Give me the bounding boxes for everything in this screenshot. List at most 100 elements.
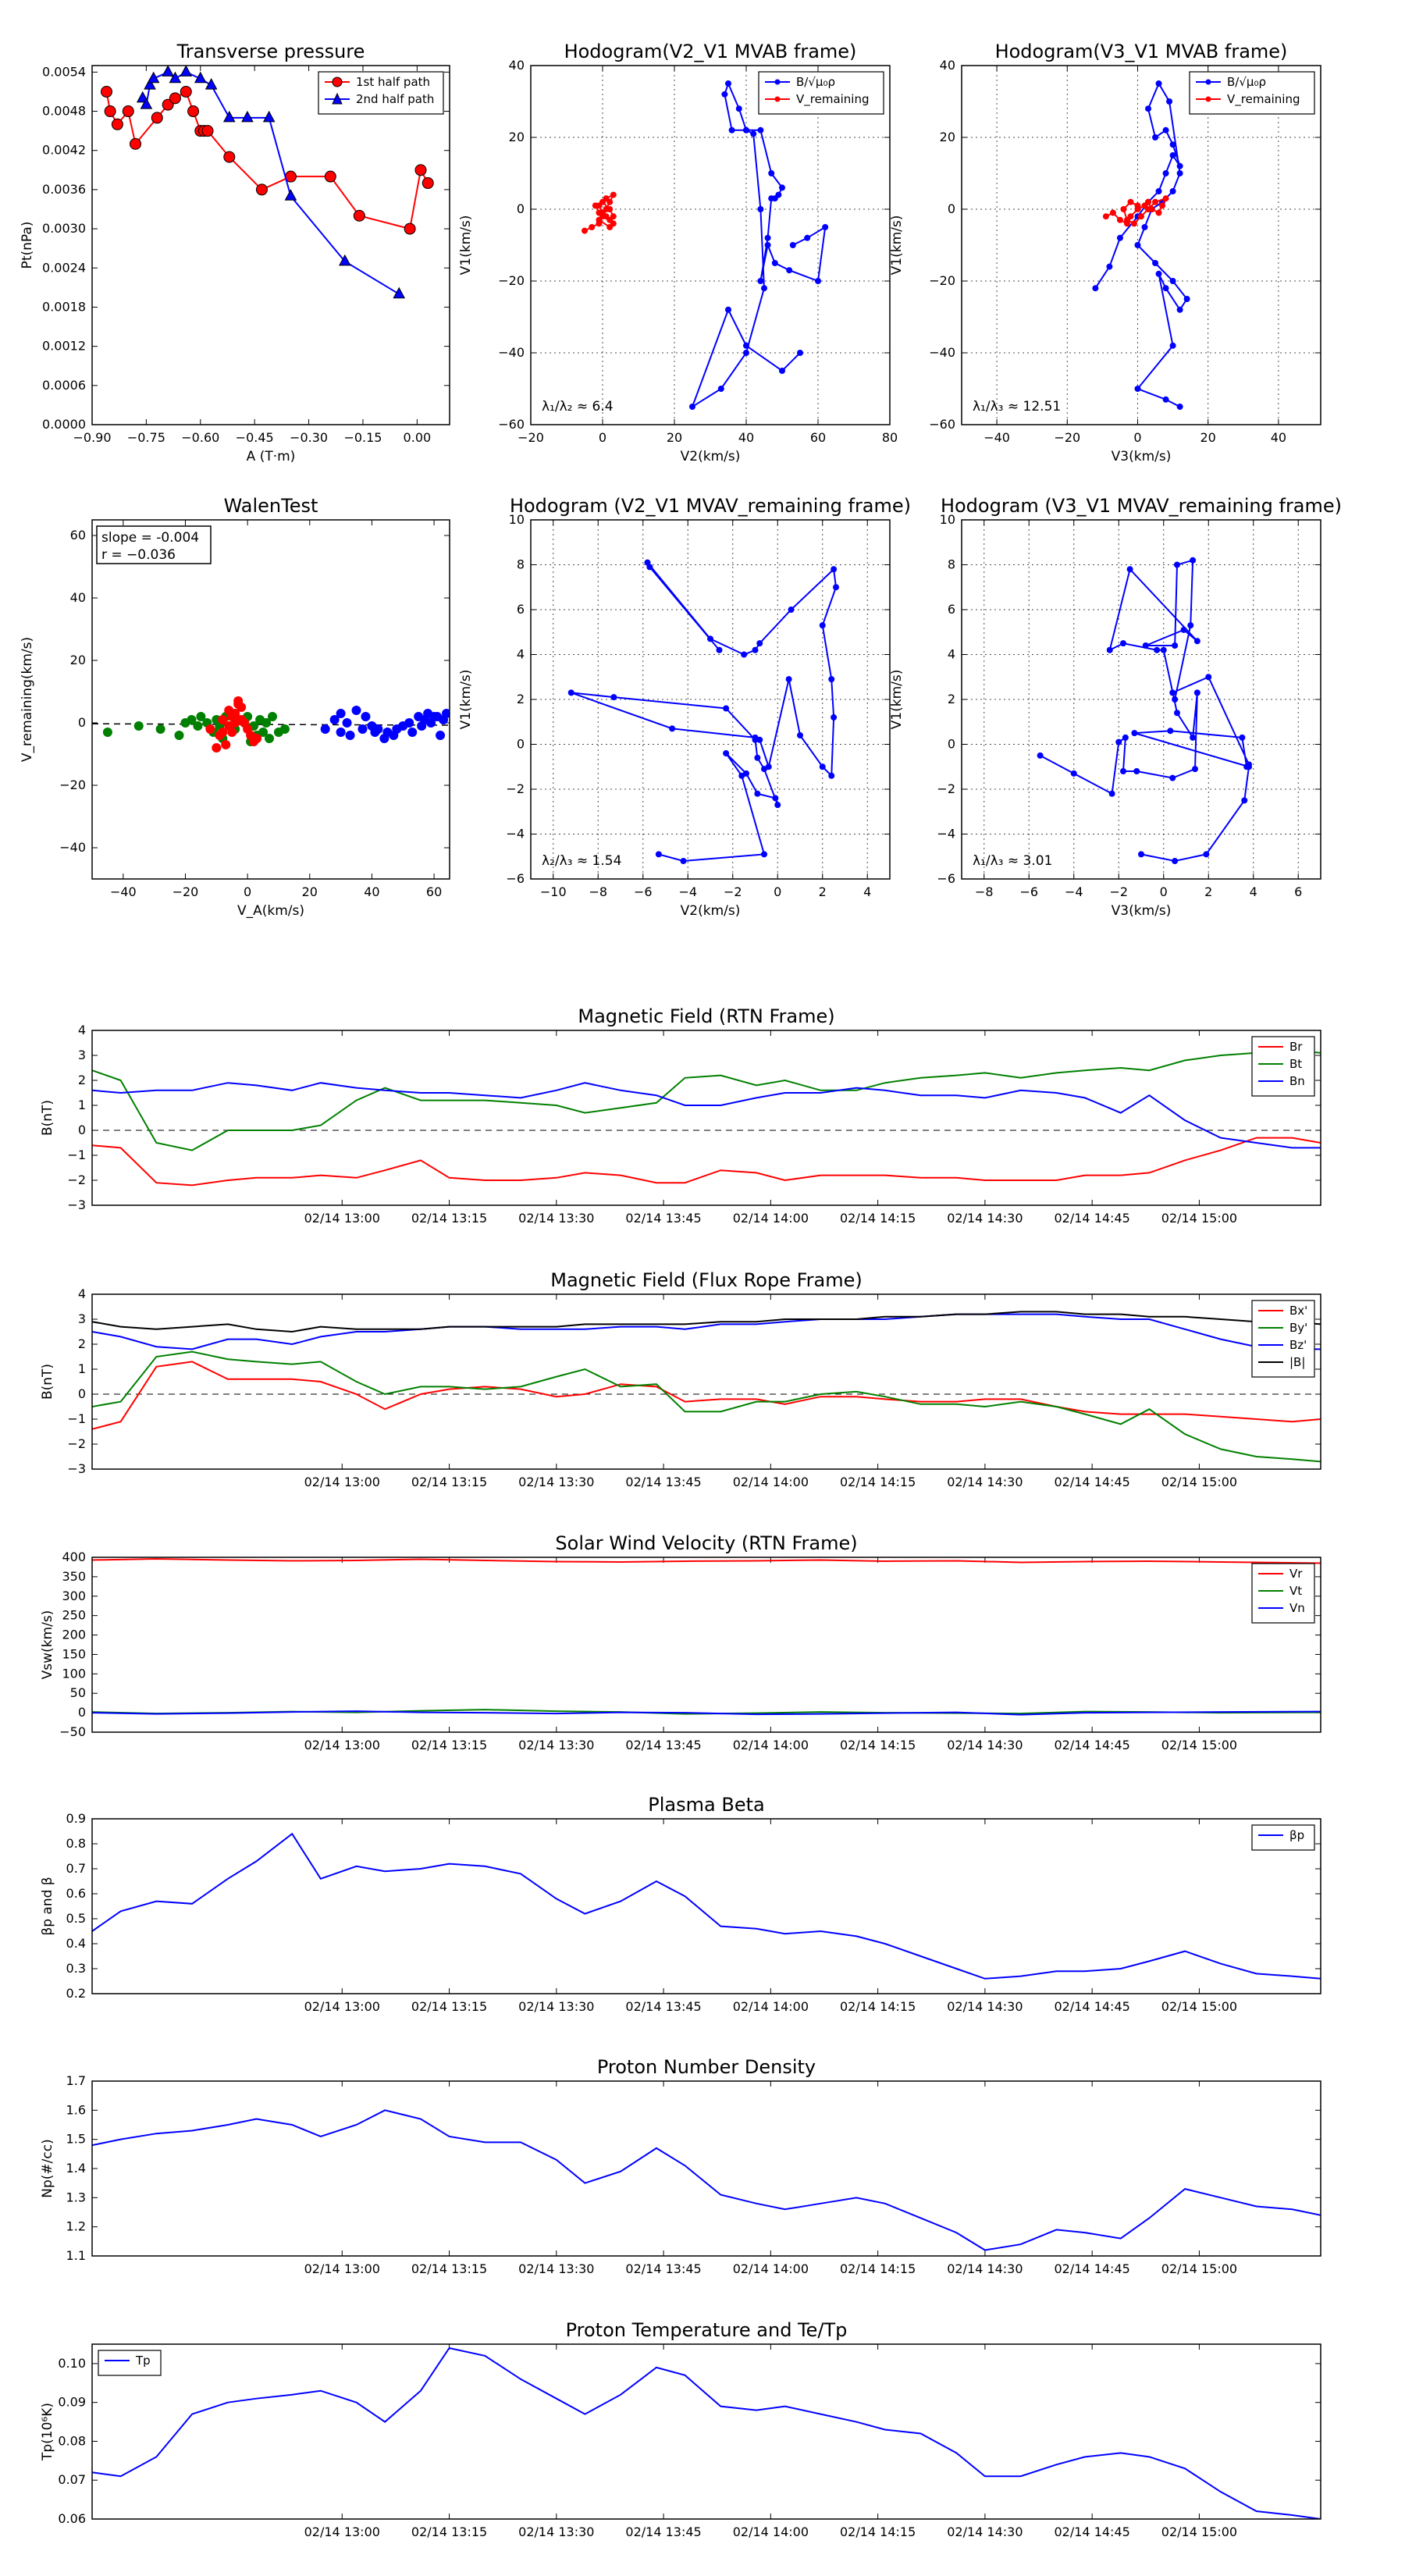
x-tick-label: 02/14 14:00: [733, 1738, 809, 1752]
data-point: [603, 213, 610, 220]
data-point: [589, 224, 596, 230]
data-point: [1187, 622, 1194, 629]
legend-label: |B|: [1289, 1355, 1305, 1369]
data-point: [772, 795, 779, 802]
data-point: [205, 78, 218, 90]
series-group: [101, 66, 434, 299]
x-tick-label: 02/14 15:00: [1161, 2524, 1237, 2539]
legend: Br Bt Bn: [1251, 1036, 1315, 1097]
data-point: [1176, 162, 1183, 169]
legend-label: V_remaining: [1227, 92, 1300, 107]
x-tick-label: 02/14 14:45: [1055, 1738, 1130, 1752]
data-point: [1109, 209, 1116, 216]
y-tick-label: 20: [940, 130, 955, 144]
x-tick-label: 02/14 14:45: [1055, 1211, 1130, 1226]
data-point: [1155, 209, 1162, 216]
x-tick-label: −20: [1054, 430, 1080, 445]
legend-box: [758, 71, 884, 115]
data-point: [255, 183, 268, 196]
data-point: [779, 368, 785, 374]
series-group: [1037, 557, 1252, 864]
data-point: [828, 772, 835, 779]
data-point: [1145, 105, 1152, 112]
data-point: [223, 151, 236, 163]
data-point: [201, 125, 214, 137]
y-tick-label: −60: [929, 417, 955, 432]
y-tick-label: 300: [62, 1589, 86, 1603]
x-tick-label: −20: [173, 884, 199, 899]
data-point: [233, 696, 244, 706]
x-tick-label: 0: [244, 884, 251, 899]
data-point: [1123, 216, 1130, 223]
data-point: [1120, 640, 1126, 647]
data-point: [1134, 202, 1141, 209]
series-group: [92, 1311, 1321, 1463]
data-point: [1167, 728, 1174, 735]
y-tick-label: 40: [70, 590, 86, 605]
data-point: [212, 743, 222, 753]
x-axis-label: V2(km/s): [681, 449, 741, 464]
y-tick-label: 0.0000: [42, 417, 86, 432]
plot-frame: [91, 1030, 1321, 1206]
y-tick-label: 0.10: [58, 2356, 86, 2371]
chart-title: Hodogram(V3_V1 MVAB frame): [995, 41, 1288, 62]
y-tick-label: −6: [937, 871, 955, 886]
data-point: [1239, 734, 1246, 741]
x-tick-label: −10: [540, 884, 567, 899]
x-tick-label: 02/14 13:30: [518, 1475, 594, 1489]
chart-title: Hodogram (V2_V1 MVAV_remaining frame): [510, 495, 911, 517]
y-tick-label: −20: [929, 273, 955, 288]
chart-panel-11: 02/14 13:00 02/14 13:15 02/14 13:30 02/14 1…: [40, 2319, 1321, 2539]
x-tick-label: 02/14 13:30: [518, 1738, 594, 1752]
x-tick-label: 02/14 14:30: [947, 2524, 1023, 2539]
x-tick-label: 02/14 14:00: [733, 1475, 809, 1489]
y-tick-label: 0.0030: [42, 221, 86, 236]
data-point: [1169, 152, 1176, 158]
y-tick-label: 1.3: [66, 2190, 86, 2204]
legend: B/√μ₀ρ V_remaining: [758, 71, 884, 115]
x-axis-label: V2(km/s): [681, 903, 741, 919]
data-point: [735, 105, 742, 112]
data-point: [757, 206, 764, 212]
series-group: [582, 80, 829, 410]
data-point: [140, 98, 153, 109]
series-line-Bz': [92, 1313, 1321, 1350]
data-point: [771, 260, 778, 266]
data-point: [1145, 198, 1152, 205]
data-point: [757, 278, 764, 284]
x-tick-label: 02/14 13:15: [411, 2524, 487, 2539]
y-tick-label: 0.7: [66, 1861, 86, 1876]
x-tick-label: 02/14 14:15: [840, 1475, 916, 1489]
stats-box: [96, 525, 212, 564]
data-point: [1138, 851, 1144, 858]
y-tick-label: 8: [517, 557, 525, 572]
data-point: [822, 224, 829, 230]
y-axis-label: Np(#/cc): [40, 2139, 55, 2197]
series-group: [102, 696, 450, 753]
data-point: [180, 66, 193, 76]
chart-panel-7: 02/14 13:00 02/14 13:15 02/14 13:30 02/14 1…: [40, 1269, 1321, 1489]
x-tick-label: 02/14 14:15: [840, 1211, 916, 1226]
data-point: [1134, 386, 1141, 392]
y-tick-label: 1.7: [66, 2073, 86, 2088]
data-point: [224, 706, 234, 715]
data-point: [436, 731, 446, 740]
x-tick-label: −0.60: [181, 430, 219, 445]
series-line-Br: [92, 1137, 1321, 1187]
data-point: [111, 118, 123, 130]
chart-title: Solar Wind Velocity (RTN Frame): [555, 1532, 857, 1554]
data-point: [1172, 858, 1179, 864]
y-tick-label: 2: [517, 692, 525, 706]
plot-frame: [91, 1818, 1321, 1994]
data-point: [743, 342, 749, 349]
data-point: [336, 709, 346, 718]
data-point: [1169, 141, 1176, 148]
y-tick-label: 0.5: [66, 1911, 86, 1926]
chart-title: Hodogram (V3_V1 MVAV_remaining frame): [941, 495, 1342, 517]
data-point: [723, 750, 730, 756]
chart-title: WalenTest: [224, 495, 318, 517]
data-point: [1169, 342, 1176, 349]
plot-frame: [530, 519, 891, 880]
data-point: [815, 278, 821, 284]
